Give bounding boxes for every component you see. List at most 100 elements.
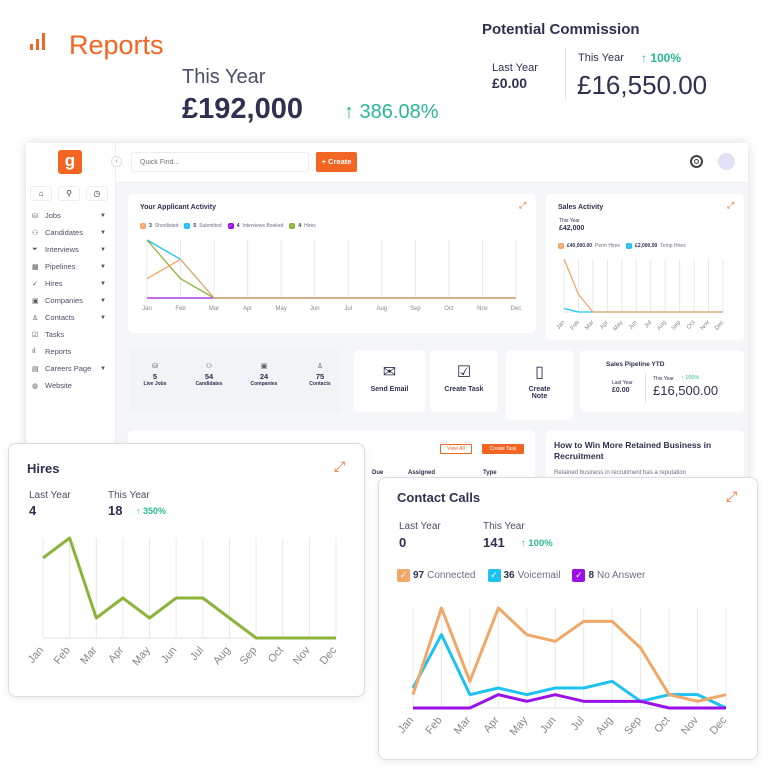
checkbox-checked-icon[interactable]: ✓ — [140, 223, 146, 229]
legend-item-temp-hires[interactable]: ✓ £2,000.00 Temp Hires — [626, 243, 686, 249]
caret-down-icon: ▼ — [100, 314, 106, 321]
search-button[interactable]: ⚲ — [58, 186, 80, 201]
x-tick-label: May — [613, 320, 625, 333]
sidebar-item-interviews[interactable]: ⏷ Interviews ▼ — [32, 245, 106, 254]
avatar[interactable] — [718, 153, 735, 170]
action-label: Send Email — [370, 386, 409, 393]
stat-value: 5 — [152, 372, 158, 381]
column-assigned[interactable]: Assigned — [408, 470, 436, 476]
x-tick-label: Jan — [556, 320, 567, 331]
stat-icon: ♙ — [316, 363, 324, 370]
legend-item-submitted[interactable]: ✓ 5 Submitted — [184, 223, 222, 229]
expand-icon[interactable]: ⤢ — [726, 488, 738, 504]
article-title[interactable]: How to Win More Retained Business in Rec… — [554, 440, 712, 461]
sidebar-icon: ⚇ — [32, 229, 39, 237]
x-tick-label: Apr — [243, 306, 252, 312]
stat-contacts[interactable]: ♙ 75 Contacts — [308, 362, 332, 387]
x-tick-label: Oct — [444, 306, 454, 312]
commission-this-year-value: £16,550.00 — [577, 70, 708, 100]
legend-item-interviews-booked[interactable]: ✓ 4 Interviews Booked — [227, 223, 284, 229]
legend-label: Interviews Booked — [242, 223, 284, 229]
action-label: Create Task — [444, 386, 484, 393]
x-tick-label: Oct — [686, 319, 697, 330]
pipeline-this-year-label: This Year — [653, 376, 674, 382]
stat-icon: ⛁ — [152, 363, 158, 370]
stat-label: Contacts — [309, 381, 331, 387]
calls-this-year-label: This Year — [483, 521, 525, 532]
applicant-activity-card — [128, 194, 536, 333]
checkbox-checked-icon[interactable]: ✓ — [227, 223, 234, 229]
sidebar-item-candidates[interactable]: ⚇ Candidates ▼ — [32, 228, 106, 237]
expand-icon[interactable]: ⤢ — [334, 458, 346, 474]
send-email-button[interactable]: ✉ Send Email — [354, 350, 425, 412]
stat-live-jobs[interactable]: ⛁ 5 Live Jobs — [143, 362, 167, 387]
column-due[interactable]: Due — [372, 470, 384, 476]
stat-candidates[interactable]: ⚇ 54 Candidates — [196, 362, 223, 387]
legend-item-shortlisted[interactable]: ✓ 3 Shortlisted — [140, 223, 178, 229]
legend-label: Shortlisted — [154, 223, 179, 229]
series-line-no-answer — [413, 693, 726, 710]
x-tick-label: Jun — [310, 306, 320, 312]
commission-change: ↑ 100% — [641, 51, 682, 65]
page-title: Reports — [69, 30, 164, 60]
view-all-button[interactable]: View All — [440, 444, 472, 454]
calls-last-year-value: 0 — [399, 535, 407, 550]
stat-companies[interactable]: ▣ 24 Companies — [251, 362, 278, 387]
sidebar-item-tasks[interactable]: ☑ Tasks — [32, 330, 106, 339]
legend-item-no-answer[interactable]: ✓ 8 No Answer — [572, 569, 645, 582]
expand-icon[interactable]: ⤢ — [519, 200, 527, 210]
caret-down-icon: ▼ — [100, 365, 106, 372]
collapse-sidebar-button[interactable]: ‹ — [111, 156, 122, 167]
sidebar-item-jobs[interactable]: ⛁ Jobs ▼ — [32, 211, 106, 220]
checkbox-checked-icon[interactable]: ✓ — [558, 243, 564, 249]
expand-icon[interactable]: ⤢ — [727, 200, 735, 210]
sidebar-item-reports[interactable]: ıl Reports — [32, 347, 106, 356]
help-icon[interactable] — [690, 155, 703, 168]
legend-item-connected[interactable]: ✓ 97 Connected — [397, 569, 476, 582]
x-tick-label: Nov — [679, 714, 701, 737]
create-button[interactable]: + Create — [316, 152, 357, 172]
checkbox-checked-icon[interactable]: ✓ — [572, 569, 586, 582]
checkbox-checked-icon[interactable]: ✓ — [289, 223, 296, 229]
home-button[interactable]: ⌂ — [30, 186, 52, 201]
x-tick-label: Aug — [376, 306, 387, 312]
sidebar-item-label: Jobs — [45, 211, 61, 220]
legend-label: Voicemail — [517, 570, 561, 581]
create-task-button[interactable]: ☑ Create Task — [430, 350, 498, 412]
article-excerpt: Retained business in recruitment has a r… — [554, 470, 687, 476]
sidebar-item-website[interactable]: ◍ Website — [32, 381, 106, 390]
sidebar-item-contacts[interactable]: ♙ Contacts ▼ — [32, 313, 106, 322]
app-logo[interactable]: g — [58, 150, 82, 174]
create-task-button[interactable]: Create Task — [482, 444, 524, 454]
x-tick-label: Feb — [423, 715, 444, 737]
x-tick-label: Apr — [599, 320, 610, 331]
create-note-button[interactable]: ▯ Create Note — [506, 350, 573, 420]
sidebar-item-hires[interactable]: ✓ Hires ▼ — [32, 279, 106, 288]
sidebar-icon: ▤ — [32, 365, 39, 373]
sidebar-icon: ✓ — [32, 280, 38, 288]
quick-find-input[interactable] — [131, 152, 309, 172]
x-tick-label: Nov — [477, 306, 488, 312]
series-line — [42, 536, 336, 640]
sidebar-item-companies[interactable]: ▣ Companies ▼ — [32, 296, 106, 305]
legend-label: Temp Hires — [660, 243, 686, 249]
x-tick-label: May — [276, 306, 287, 312]
sidebar-icon: ⛁ — [32, 212, 38, 220]
sidebar-item-pipelines[interactable]: ▦ Pipelines ▼ — [32, 262, 106, 271]
legend-item-hires[interactable]: ✓ 4 Hires — [289, 223, 316, 229]
checkbox-checked-icon[interactable]: ✓ — [626, 243, 633, 249]
legend-item-voicemail[interactable]: ✓ 36 Voicemail — [487, 569, 561, 582]
sidebar-item-careers-page[interactable]: ▤ Careers Page ▼ — [32, 364, 106, 373]
history-button[interactable]: ◷ — [86, 186, 108, 201]
calls-this-year-value: 141 — [483, 535, 505, 550]
checkbox-checked-icon[interactable]: ✓ — [397, 569, 410, 582]
column-type[interactable]: Type — [483, 470, 497, 476]
caret-down-icon: ▼ — [100, 229, 106, 236]
checkbox-checked-icon[interactable]: ✓ — [184, 223, 191, 229]
hires-this-year-label: This Year — [108, 490, 150, 501]
caret-down-icon: ▼ — [100, 280, 106, 287]
checkbox-checked-icon[interactable]: ✓ — [487, 569, 501, 582]
sales-pipeline-card — [580, 350, 744, 412]
legend-item-perm-hires[interactable]: ✓ £40,000.00 Perm Hires — [558, 243, 620, 249]
x-tick-label: Sep — [671, 319, 683, 332]
